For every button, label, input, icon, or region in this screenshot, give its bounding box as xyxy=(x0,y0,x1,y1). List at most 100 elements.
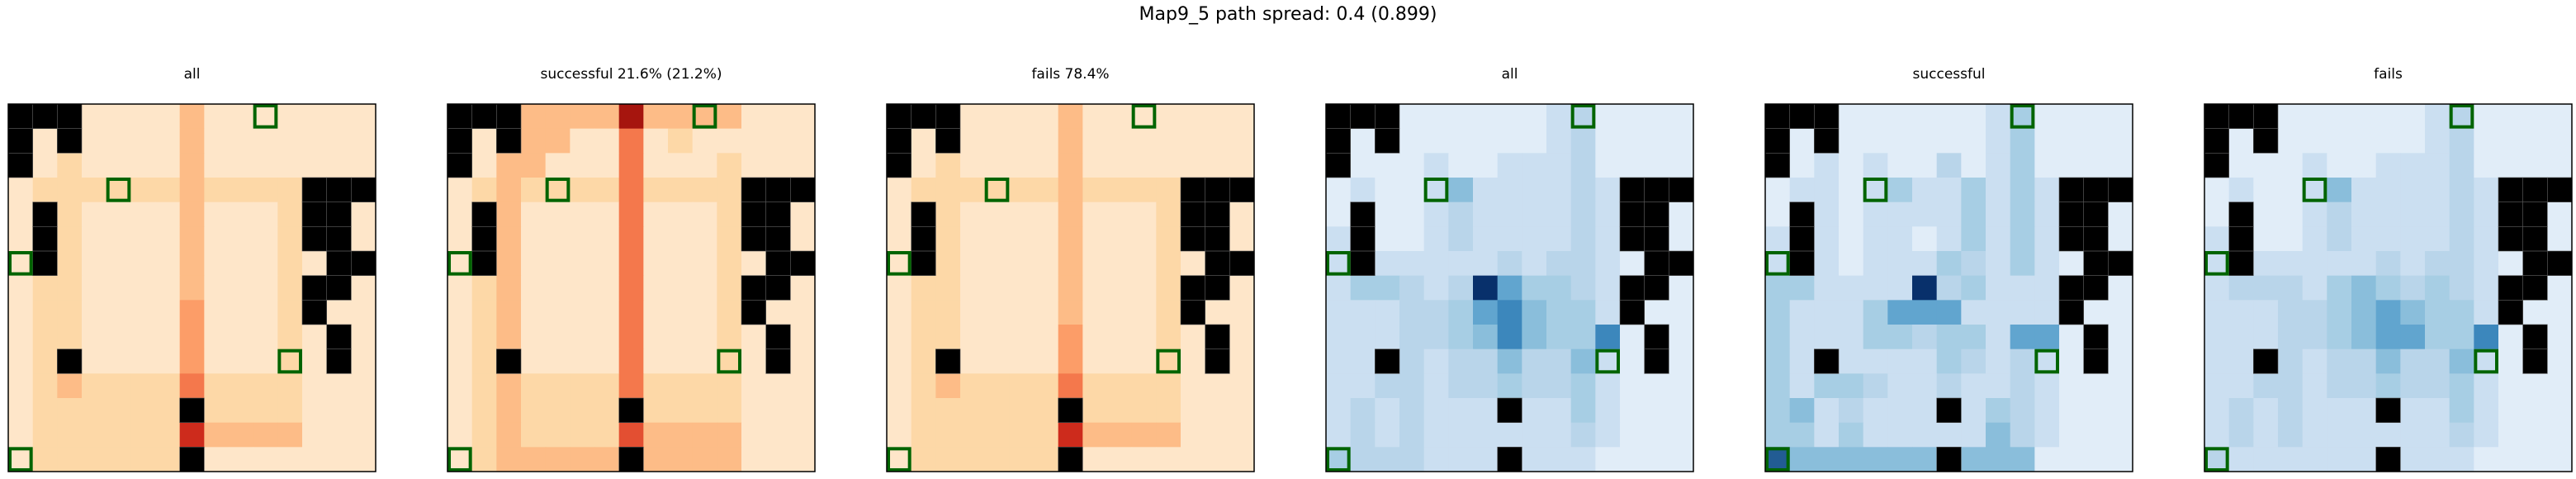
heatmap-cell xyxy=(447,325,473,350)
heatmap-cell xyxy=(471,178,497,203)
heatmap-cell xyxy=(1082,275,1108,301)
heatmap-cell xyxy=(1765,178,1791,203)
obstacle-grid-line xyxy=(1619,300,1645,325)
obstacle-grid-line xyxy=(496,349,522,374)
heatmap-cell xyxy=(790,128,816,154)
heatmap-cell xyxy=(741,398,767,424)
heatmap-cell xyxy=(1765,398,1791,424)
heatmap-cell xyxy=(155,349,181,374)
heatmap-cell xyxy=(2278,447,2304,472)
heatmap-cell xyxy=(1644,447,1669,472)
obstacle-grid-line xyxy=(301,300,327,325)
obstacle-cell xyxy=(765,275,791,301)
heatmap-cell xyxy=(471,349,497,374)
heatmap-cell xyxy=(1669,226,1694,252)
heatmap-cell xyxy=(741,251,767,277)
heatmap-cell xyxy=(2228,275,2254,301)
heatmap-cell xyxy=(521,178,547,203)
heatmap-cell xyxy=(1887,447,1913,472)
heatmap-cell xyxy=(668,202,694,227)
obstacle-cell xyxy=(2522,325,2548,349)
heatmap-cell xyxy=(1620,251,1646,277)
heatmap-cell xyxy=(1058,202,1083,227)
heatmap-cell xyxy=(1936,422,1962,448)
heatmap-cell xyxy=(790,422,816,448)
heatmap-cell xyxy=(1473,153,1499,178)
obstacle-cell xyxy=(1644,178,1669,202)
heatmap-cell xyxy=(1669,104,1694,130)
heatmap-cell xyxy=(253,128,278,154)
heatmap-cell xyxy=(2059,325,2085,350)
heatmap-cell xyxy=(253,226,278,252)
heatmap-cell xyxy=(1131,202,1157,227)
heatmap-cell xyxy=(935,202,961,227)
heatmap-cell xyxy=(1595,300,1621,325)
heatmap-cell xyxy=(2522,373,2548,399)
heatmap-cell xyxy=(32,153,58,178)
heatmap-cell xyxy=(179,178,205,203)
heatmap-cell xyxy=(1839,275,1864,301)
heatmap-cell xyxy=(1765,325,1791,350)
heatmap-cell xyxy=(984,422,1010,448)
heatmap-cell xyxy=(1350,422,1376,448)
heatmap-cell xyxy=(1082,325,1108,350)
heatmap-cell xyxy=(2375,104,2401,130)
heatmap-cell xyxy=(1375,422,1400,448)
heatmap-cell xyxy=(521,153,547,178)
heatmap-cell xyxy=(1156,373,1181,399)
heatmap-cell xyxy=(1326,447,1352,472)
heatmap-cell xyxy=(960,226,986,252)
heatmap-cell xyxy=(1644,300,1669,325)
heatmap-cell xyxy=(2522,128,2548,154)
heatmap-cell xyxy=(2449,349,2474,374)
heatmap-cell xyxy=(1229,349,1255,374)
heatmap-cell xyxy=(960,128,986,154)
heatmap-cell xyxy=(741,104,767,130)
heatmap-cell xyxy=(8,373,34,399)
heatmap-cell xyxy=(2034,178,2060,203)
heatmap-cell xyxy=(594,349,620,374)
heatmap-cell xyxy=(253,398,278,424)
heatmap-cell xyxy=(1644,373,1669,399)
heatmap-cell xyxy=(351,373,376,399)
heatmap-cell xyxy=(2327,373,2352,399)
obstacle-cell xyxy=(1326,128,1351,154)
heatmap-cell xyxy=(521,251,547,277)
heatmap-cell xyxy=(717,202,742,227)
heatmap-cell xyxy=(790,447,816,472)
heatmap-cell xyxy=(1229,202,1255,227)
obstacle-cell xyxy=(471,226,497,251)
heatmap-cell xyxy=(8,275,34,301)
heatmap-cell xyxy=(1107,275,1133,301)
heatmap-cell xyxy=(2302,128,2327,154)
heatmap-cell xyxy=(911,398,936,424)
heatmap-cell xyxy=(2034,398,2060,424)
heatmap-cell xyxy=(2425,104,2451,130)
heatmap-cell xyxy=(2400,226,2426,252)
heatmap-cell xyxy=(717,178,742,203)
heatmap-cell xyxy=(1473,422,1499,448)
heatmap-cell xyxy=(911,373,936,399)
heatmap-cell xyxy=(1350,373,1376,399)
heatmap-cell xyxy=(447,373,473,399)
heatmap-cell xyxy=(1912,447,1938,472)
heatmap-cell xyxy=(1620,447,1646,472)
heatmap-cell xyxy=(2034,447,2060,472)
heatmap-cell xyxy=(668,422,694,448)
heatmap-cell xyxy=(2474,104,2499,130)
waypoint-marker xyxy=(1326,447,1351,472)
heatmap-cell xyxy=(130,153,156,178)
heatmap-cell xyxy=(1814,422,1840,448)
obstacle-cell xyxy=(2083,325,2109,349)
heatmap-cell xyxy=(1912,398,1938,424)
heatmap-cell xyxy=(2010,447,2035,472)
heatmap-cell xyxy=(1669,300,1694,325)
panel-title: all xyxy=(1501,66,1518,83)
heatmap-cell xyxy=(1326,373,1352,399)
heatmap-cell xyxy=(1082,398,1108,424)
obstacle-cell xyxy=(2204,153,2229,178)
heatmap-cell xyxy=(2204,275,2230,301)
heatmap-cell xyxy=(1107,251,1133,277)
heatmap-cell xyxy=(692,349,717,374)
heatmap-cell xyxy=(277,349,303,374)
